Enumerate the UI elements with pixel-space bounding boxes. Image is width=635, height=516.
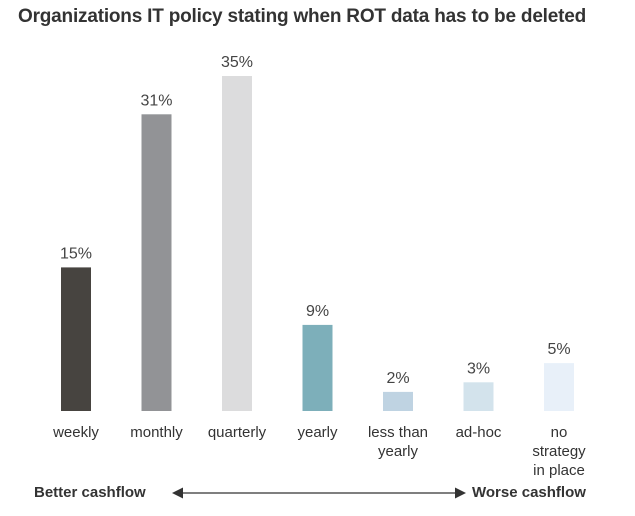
bar-3 (302, 324, 333, 411)
bar-value-label-0: 15% (60, 245, 92, 262)
category-label-4: less than yearly (368, 424, 428, 460)
worse-cashflow-label: Worse cashflow (472, 484, 586, 501)
bar-value-label-6: 5% (547, 341, 570, 358)
bar-6 (544, 363, 574, 411)
category-label-line: weekly (52, 424, 99, 441)
chart-title: Organizations IT policy stating when ROT… (18, 6, 587, 27)
category-label-line: quarterly (208, 424, 267, 441)
bar-value-label-1: 31% (140, 92, 172, 109)
bar-5 (463, 382, 494, 411)
bar-value-label-2: 35% (221, 54, 253, 71)
category-label-line: no (551, 424, 568, 441)
bar-value-label-3: 9% (306, 303, 329, 320)
category-label-line: less than (368, 424, 428, 441)
category-label-3: yearly (297, 424, 338, 441)
bar-value-label-4: 2% (386, 370, 409, 387)
bar-2 (222, 76, 252, 411)
category-label-6: no strategy in place (532, 424, 586, 479)
bar-0 (61, 267, 91, 411)
bar-chart: 15% weekly 31% monthly 35% quarterly 9% yearly 2… (52, 54, 586, 479)
bar-4 (383, 391, 413, 411)
category-label-line: yearly (297, 424, 338, 441)
cashflow-axis: Better cashflow Worse cashflow (0, 480, 635, 508)
category-label-line: strategy (532, 443, 586, 460)
better-cashflow-label: Better cashflow (34, 484, 146, 501)
category-label-line: ad-hoc (456, 424, 502, 441)
double-arrow-icon (172, 487, 466, 499)
category-label-0: weekly (52, 424, 99, 441)
category-label-line: monthly (130, 424, 183, 441)
bar-value-label-5: 3% (467, 360, 490, 377)
category-label-2: quarterly (208, 424, 267, 441)
bar-1 (141, 114, 172, 412)
category-label-1: monthly (130, 424, 183, 441)
category-label-line: yearly (378, 443, 419, 460)
category-label-line: in place (533, 462, 585, 479)
category-label-5: ad-hoc (456, 424, 502, 441)
